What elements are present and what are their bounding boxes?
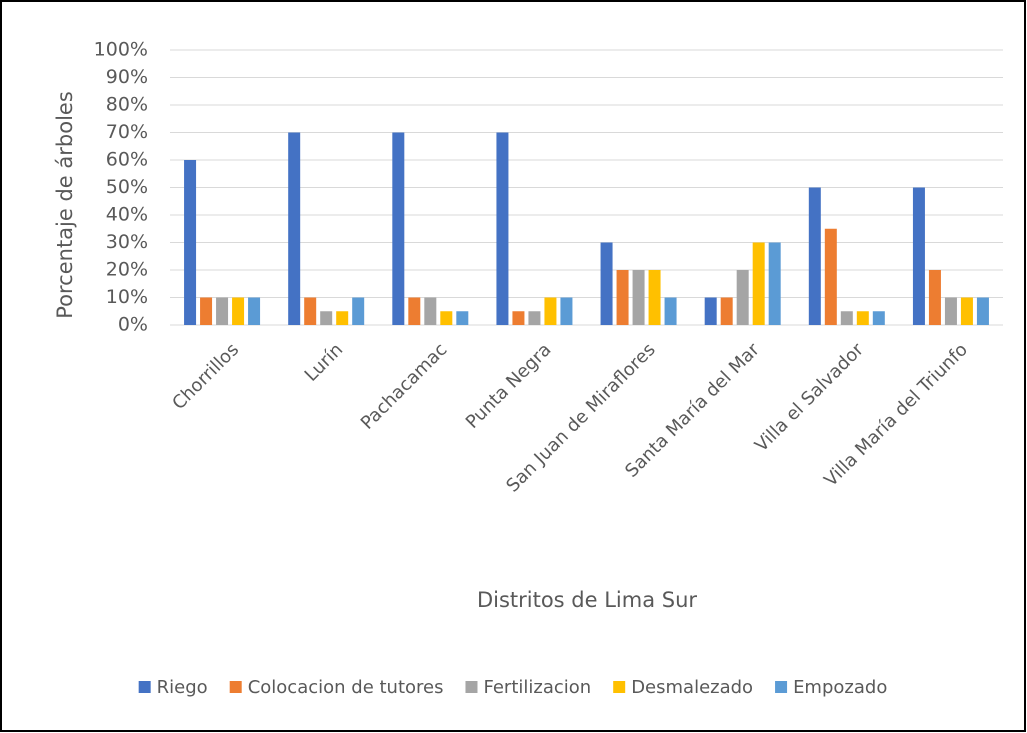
bar: [408, 297, 421, 325]
bar: [304, 297, 317, 325]
legend-swatch: [465, 681, 478, 693]
y-tick-label: 60%: [106, 149, 148, 171]
bar: [216, 297, 229, 325]
bar: [872, 311, 885, 325]
bar: [320, 311, 333, 325]
y-axis-title: Porcentaje de árboles: [53, 91, 77, 319]
bar: [424, 297, 437, 325]
x-axis-title: Distritos de Lima Sur: [477, 588, 697, 612]
bar: [232, 297, 245, 325]
legend-label: Riego: [157, 677, 208, 698]
bar: [512, 311, 525, 325]
legend-swatch: [613, 681, 626, 693]
bar: [392, 132, 405, 325]
legend-swatch: [138, 681, 151, 693]
bar: [960, 297, 973, 325]
bar: [912, 187, 925, 325]
legend-label: Empozado: [793, 677, 887, 698]
legend-swatch: [775, 681, 788, 693]
bar: [440, 311, 453, 325]
bar: [928, 270, 941, 325]
legend-label: Colocacion de tutores: [248, 677, 444, 698]
bar: [632, 270, 645, 325]
bar: [704, 297, 717, 325]
bar: [616, 270, 629, 325]
y-tick-label: 100%: [94, 39, 148, 61]
bar: [560, 297, 573, 325]
bar: [736, 270, 749, 325]
bar: [528, 311, 541, 325]
y-tick-label: 10%: [106, 286, 148, 308]
bar: [336, 311, 349, 325]
legend-label: Fertilizacion: [483, 677, 591, 698]
legend-label: Desmalezado: [631, 677, 753, 698]
y-tick-label: 90%: [106, 66, 148, 88]
bar: [976, 297, 989, 325]
bar: [808, 187, 821, 325]
bar: [768, 242, 781, 325]
bar: [720, 297, 733, 325]
y-tick-label: 30%: [106, 231, 148, 253]
bar: [856, 311, 869, 325]
y-tick-label: 70%: [106, 121, 148, 143]
y-tick-label: 0%: [118, 314, 148, 336]
bar: [544, 297, 557, 325]
bar: [944, 297, 957, 325]
bar: [456, 311, 469, 325]
bar: [752, 242, 765, 325]
bar: [184, 160, 197, 325]
y-tick-label: 80%: [106, 94, 148, 116]
bar: [648, 270, 661, 325]
y-tick-label: 20%: [106, 259, 148, 281]
y-tick-label: 40%: [106, 204, 148, 226]
bar: [248, 297, 261, 325]
bar: [200, 297, 213, 325]
bar: [288, 132, 301, 325]
bar: [824, 228, 837, 325]
bar: [664, 297, 677, 325]
y-tick-label: 50%: [106, 176, 148, 198]
bar: [600, 242, 613, 325]
bar: [496, 132, 509, 325]
bar: [352, 297, 365, 325]
bar: [840, 311, 853, 325]
legend-swatch: [229, 681, 242, 693]
